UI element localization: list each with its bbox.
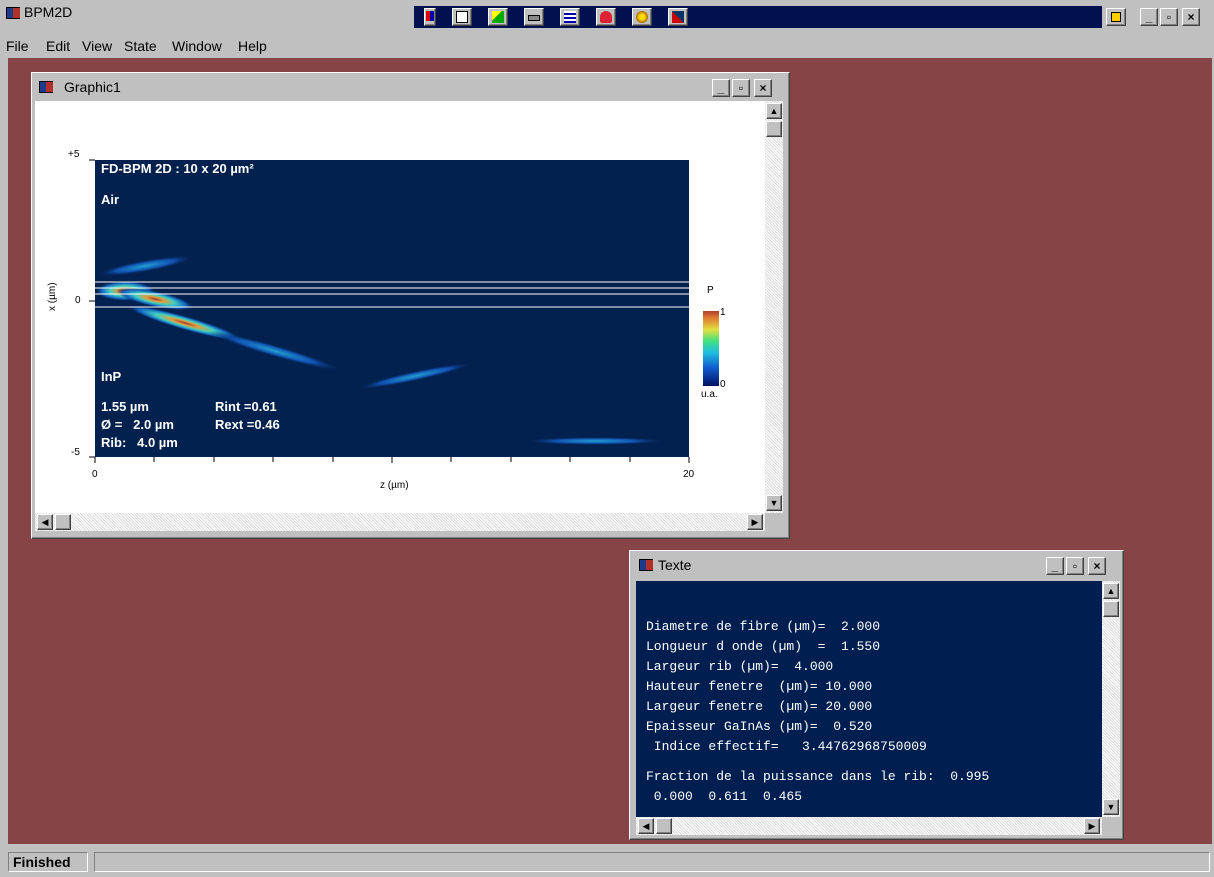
beam-lobe-1 — [115, 287, 195, 311]
text-line: Largeur rib (µm)= 4.000 — [646, 659, 834, 674]
wavelength-label: 1.55 µm — [101, 399, 149, 414]
resize-grip-icon[interactable] — [1102, 817, 1120, 835]
vscroll-thumb[interactable] — [766, 121, 782, 137]
plot-area — [95, 160, 689, 457]
x-tick-start: 0 — [92, 469, 98, 480]
colorbar-unit: u.a. — [701, 389, 718, 400]
scroll-up-icon[interactable]: ▲ — [1103, 583, 1119, 599]
text-line: Hauteur fenetre (µm)= 10.000 — [646, 679, 873, 694]
text-minimize-button[interactable]: _ — [1046, 557, 1064, 575]
x-axis-label: z (µm) — [380, 480, 409, 491]
text-line: Indice effectif= 3.44762968750009 — [646, 739, 927, 754]
graphic-minimize-button[interactable]: _ — [712, 79, 730, 97]
text-maximize-button[interactable]: ▫ — [1066, 557, 1084, 575]
restore-app-icon[interactable] — [1106, 8, 1126, 26]
app-title: BPM2D — [24, 4, 73, 20]
y-axis-ticks — [89, 159, 95, 458]
graphic-hscrollbar[interactable]: ◀ ▶ — [35, 513, 765, 531]
rint-label: Rint =0.61 — [215, 399, 277, 414]
music-icon[interactable] — [668, 8, 688, 26]
menu-view[interactable]: View — [82, 38, 113, 54]
rib-label: Rib: 4.0 µm — [101, 435, 178, 450]
rext-label: Rext =0.46 — [215, 417, 280, 432]
scroll-down-icon[interactable]: ▼ — [1103, 799, 1119, 815]
graphic-close-button[interactable]: × — [754, 79, 772, 97]
app-minimize-button[interactable]: _ — [1140, 8, 1158, 26]
text-close-button[interactable]: × — [1088, 557, 1106, 575]
scroll-up-icon[interactable]: ▲ — [766, 103, 782, 119]
graphic-maximize-button[interactable]: ▫ — [732, 79, 750, 97]
toolbar — [414, 6, 1102, 28]
text-window[interactable]: Texte _ ▫ × Diametre de fibre (µm)= 2.00… — [629, 550, 1124, 840]
beam-upper-lobe — [95, 255, 195, 277]
app-maximize-button[interactable]: ▫ — [1160, 8, 1178, 26]
app-close-button[interactable]: × — [1182, 8, 1200, 26]
text-line: Diametre de fibre (µm)= 2.000 — [646, 619, 881, 634]
status-panel — [94, 852, 1210, 872]
resize-grip-icon[interactable] — [765, 513, 783, 531]
statusbar: Finished — [0, 848, 1214, 877]
text-line: Epaisseur GaInAs (µm)= 0.520 — [646, 719, 873, 734]
menu-edit[interactable]: Edit — [46, 38, 71, 54]
graphic-window[interactable]: Graphic1 _ ▫ × — [31, 72, 790, 539]
colorbar-title: P — [707, 285, 714, 296]
scroll-right-icon[interactable]: ▶ — [1084, 818, 1100, 834]
scroll-right-icon[interactable]: ▶ — [747, 514, 763, 530]
x-axis-ticks — [94, 457, 690, 463]
menu-file[interactable]: File — [6, 38, 29, 54]
colorbar-max: 1 — [720, 307, 726, 318]
vscroll-thumb[interactable] — [1103, 601, 1119, 617]
beam-lobe-4 — [356, 362, 474, 390]
text-line: 0.000 0.611 0.465 — [646, 789, 803, 804]
text-output[interactable]: Diametre de fibre (µm)= 2.000 Longueur d… — [636, 581, 1102, 817]
printer-icon[interactable] — [524, 8, 544, 26]
hscroll-thumb[interactable] — [656, 818, 672, 834]
camera-icon[interactable] — [452, 8, 472, 26]
x-tick-end: 20 — [683, 469, 695, 480]
graphic-vscrollbar[interactable]: ▲ ▼ — [765, 101, 783, 513]
notepad-icon[interactable] — [560, 8, 580, 26]
region-inp-label: InP — [101, 369, 122, 384]
scroll-left-icon[interactable]: ◀ — [37, 514, 53, 530]
paint-icon[interactable] — [488, 8, 508, 26]
y-tick-bottom: -5 — [71, 447, 80, 458]
text-line: Fraction de la puissance dans le rib: 0.… — [646, 769, 990, 784]
status-text: Finished — [8, 852, 88, 872]
app-icon — [6, 7, 20, 19]
text-hscrollbar[interactable]: ◀ ▶ — [636, 817, 1102, 835]
plot-header: FD-BPM 2D : 10 x 20 µm² — [101, 161, 254, 176]
graphic-window-title: Graphic1 — [64, 79, 121, 95]
y-tick-zero: 0 — [75, 295, 81, 306]
menu-help[interactable]: Help — [238, 38, 267, 54]
graphic-client: FD-BPM 2D : 10 x 20 µm² Air InP 1.55 µm … — [35, 101, 765, 513]
scroll-down-icon[interactable]: ▼ — [766, 495, 782, 511]
text-vscrollbar[interactable]: ▲ ▼ — [1102, 581, 1120, 817]
text-window-title: Texte — [658, 557, 692, 573]
bpm-plot — [89, 159, 719, 463]
app-titlebar: BPM2D _ ▫ × — [0, 0, 1214, 34]
colorbar-min: 0 — [720, 379, 726, 390]
beam-lobe-3 — [207, 330, 343, 372]
y-axis-label: x (µm) — [47, 282, 58, 311]
cross-icon[interactable] — [424, 8, 436, 26]
text-window-icon — [639, 559, 653, 571]
colorbar — [703, 311, 719, 386]
region-air-label: Air — [101, 192, 120, 207]
y-tick-top: +5 — [68, 149, 80, 160]
scroll-left-icon[interactable]: ◀ — [638, 818, 654, 834]
beam-lobe-5 — [525, 437, 665, 445]
hscroll-thumb[interactable] — [55, 514, 71, 530]
menu-window[interactable]: Window — [172, 38, 222, 54]
heart-icon[interactable] — [596, 8, 616, 26]
text-line: Largeur fenetre (µm)= 20.000 — [646, 699, 873, 714]
diameter-label: Ø = 2.0 µm — [101, 417, 174, 432]
menu-state[interactable]: State — [124, 38, 157, 54]
palette-icon[interactable] — [632, 8, 652, 26]
graphic-window-icon — [39, 81, 53, 93]
text-line: Longueur d onde (µm) = 1.550 — [646, 639, 881, 654]
